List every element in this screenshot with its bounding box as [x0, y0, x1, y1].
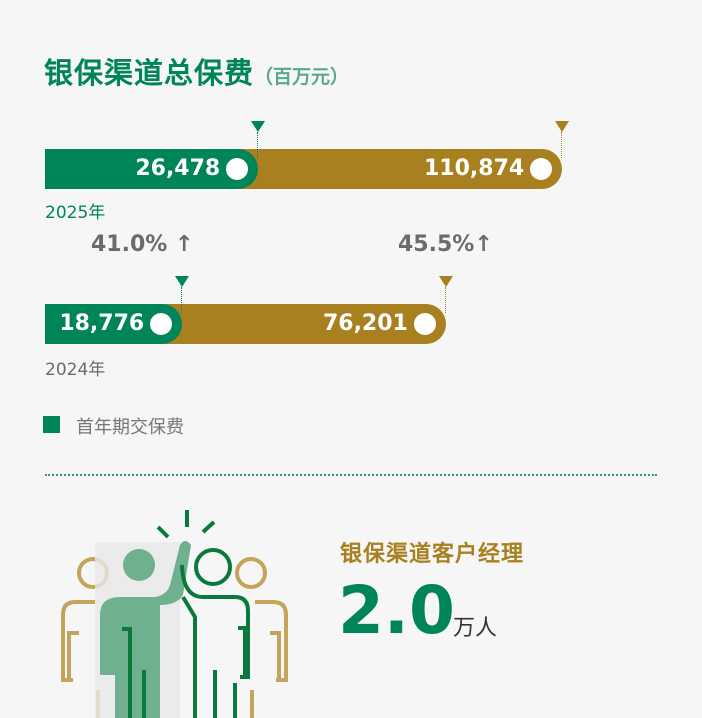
people-high-five-icon: [61, 510, 288, 718]
total-dot-2025: [529, 158, 552, 180]
growth-first-year-value: 41.0%: [91, 232, 168, 257]
first-year-marker-2025: [251, 121, 266, 132]
first-year-dot-2025: [226, 158, 249, 180]
legend-swatch: [43, 416, 60, 433]
first-year-label-2024: 18,776: [59, 311, 145, 336]
first-year-marker-line-2024: [181, 287, 183, 313]
first-year-marker-line-2025: [257, 132, 259, 158]
manager-value: 2.0: [338, 572, 455, 649]
title-text: 银保渠道总保费: [44, 56, 255, 90]
year-label-2024: 2024年: [45, 360, 106, 380]
total-marker-line-2024: [444, 287, 446, 313]
total-marker-2024: [438, 276, 453, 287]
manager-unit: 万人: [453, 616, 498, 641]
arrow-up-icon: ↑: [474, 232, 493, 257]
manager-title: 银保渠道客户经理: [340, 542, 525, 567]
first-year-dot-2024: [150, 313, 173, 335]
total-dot-2024: [413, 313, 436, 335]
total-label-2025: 110,874: [423, 156, 525, 181]
growth-total-value: 45.5%: [398, 232, 475, 257]
growth-first-year: 41.0% ↑: [91, 232, 193, 257]
legend-label: 首年期交保费: [76, 417, 184, 438]
divider: [45, 474, 657, 476]
growth-total: 45.5%↑: [398, 232, 493, 257]
first-year-marker-2024: [175, 276, 190, 287]
title-unit: （百万元）: [254, 66, 350, 88]
year-label-2025: 2025年: [45, 203, 106, 223]
arrow-up-icon: ↑: [175, 232, 194, 257]
total-label-2024: 76,201: [322, 311, 408, 336]
bar-first-year-2025: [45, 149, 259, 189]
page-title: 银保渠道总保费（百万元）: [44, 50, 349, 92]
first-year-label-2025: 26,478: [135, 156, 221, 181]
total-marker-line-2025: [560, 132, 562, 158]
total-marker-2025: [554, 121, 569, 132]
